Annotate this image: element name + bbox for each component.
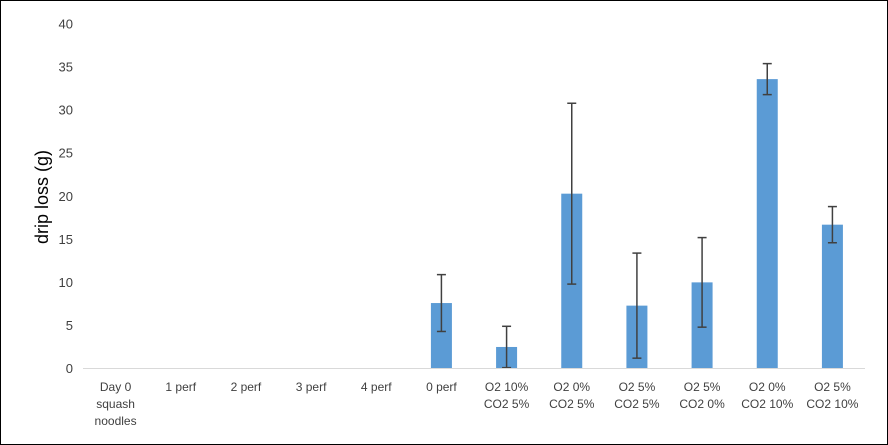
x-tick-label: 3 perf (296, 380, 327, 394)
y-tick-label: 5 (66, 318, 73, 333)
error-bars (436, 62, 837, 369)
y-axis-label: drip loss (g) (32, 150, 52, 244)
x-tick-label: O2 5% CO2 5% (614, 380, 660, 411)
x-tick-label: Day 0 squash noodles (95, 380, 137, 428)
x-tick-label: O2 5% CO2 10% (806, 380, 858, 411)
x-tick-label: O2 10% CO2 5% (484, 380, 530, 411)
error-bar (697, 236, 707, 328)
x-tick-label: O2 0% CO2 5% (549, 380, 595, 411)
y-tick-label: 30 (59, 103, 73, 118)
error-bar (827, 205, 837, 244)
y-tick-label: 40 (59, 17, 73, 32)
error-bar (502, 325, 512, 369)
x-tick-label: 0 perf (426, 380, 457, 394)
x-tick-label: O2 5% CO2 0% (679, 380, 725, 411)
y-tick-label: 0 (66, 361, 73, 376)
x-tick-label: 1 perf (165, 380, 196, 394)
error-bar (632, 252, 642, 359)
x-tick-label: O2 0% CO2 10% (741, 380, 793, 411)
y-axis-ticks: 0 5 10 15 20 25 30 35 40 (59, 17, 73, 377)
x-tick-label: 2 perf (231, 380, 262, 394)
x-axis-ticks: Day 0 squash noodles 1 perf 2 perf 3 perf 4 pe… (95, 380, 859, 428)
bar (430, 303, 452, 369)
y-tick-label: 25 (59, 146, 73, 161)
y-tick-label: 15 (59, 232, 73, 247)
y-tick-label: 20 (59, 189, 73, 204)
error-bar (762, 62, 772, 96)
bar (756, 79, 778, 369)
y-tick-label: 35 (59, 60, 73, 75)
error-bar (567, 102, 577, 285)
x-tick-label: 4 perf (361, 380, 392, 394)
error-bar (436, 273, 446, 333)
y-tick-label: 10 (59, 275, 73, 290)
bar (821, 224, 843, 369)
